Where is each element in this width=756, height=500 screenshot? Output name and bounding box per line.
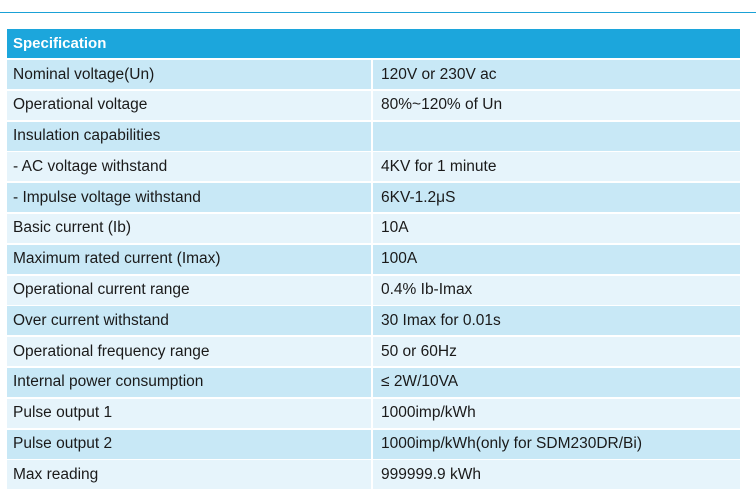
table-row: Max reading 999999.9 kWh [7, 460, 740, 490]
row-label: - AC voltage withstand [7, 152, 371, 182]
table-row: Over current withstand 30 Imax for 0.01s [7, 306, 740, 336]
row-label: Basic current (Ib) [7, 213, 371, 243]
row-value: 6KV-1.2μS [373, 183, 740, 213]
row-label: Internal power consumption [7, 367, 371, 397]
top-divider [0, 12, 756, 13]
table-row: - AC voltage withstand 4KV for 1 minute [7, 152, 740, 182]
row-value: 1000imp/kWh(only for SDM230DR/Bi) [373, 429, 740, 459]
table-row: Maximum rated current (Imax) 100A [7, 244, 740, 274]
row-value: 30 Imax for 0.01s [373, 306, 740, 336]
row-label: Operational voltage [7, 90, 371, 120]
table-row: Operational current range 0.4% Ib-Imax [7, 275, 740, 305]
row-label: Pulse output 1 [7, 398, 371, 428]
row-value: 120V or 230V ac [373, 60, 740, 89]
table-row: Internal power consumption ≤ 2W/10VA [7, 367, 740, 397]
row-label: Insulation capabilities [7, 121, 371, 151]
table-row: Nominal voltage(Un) 120V or 230V ac [7, 60, 740, 89]
row-value: 1000imp/kWh [373, 398, 740, 428]
row-value: 999999.9 kWh [373, 460, 740, 490]
table-row: Insulation capabilities [7, 121, 740, 151]
row-value [373, 121, 740, 151]
table-row: - Impulse voltage withstand 6KV-1.2μS [7, 183, 740, 213]
row-value: 100A [373, 244, 740, 274]
row-label: Nominal voltage(Un) [7, 60, 371, 89]
row-value: 80%~120% of Un [373, 90, 740, 120]
row-label: Operational frequency range [7, 337, 371, 367]
row-value: 0.4% Ib-Imax [373, 275, 740, 305]
row-label: Maximum rated current (Imax) [7, 244, 371, 274]
table-row: Operational frequency range 50 or 60Hz [7, 337, 740, 367]
row-value: 4KV for 1 minute [373, 152, 740, 182]
table-row: Pulse output 2 1000imp/kWh(only for SDM2… [7, 429, 740, 459]
row-label: Over current withstand [7, 306, 371, 336]
table-row: Pulse output 1 1000imp/kWh [7, 398, 740, 428]
row-value: 50 or 60Hz [373, 337, 740, 367]
table-row: Basic current (Ib) 10A [7, 213, 740, 243]
row-value: ≤ 2W/10VA [373, 367, 740, 397]
table-row: Operational voltage 80%~120% of Un [7, 90, 740, 120]
row-label: Max reading [7, 460, 371, 490]
table-header: Specification [7, 29, 740, 58]
row-label: Operational current range [7, 275, 371, 305]
specification-table: Specification Nominal voltage(Un) 120V o… [7, 29, 740, 491]
row-label: - Impulse voltage withstand [7, 183, 371, 213]
row-value: 10A [373, 213, 740, 243]
row-label: Pulse output 2 [7, 429, 371, 459]
